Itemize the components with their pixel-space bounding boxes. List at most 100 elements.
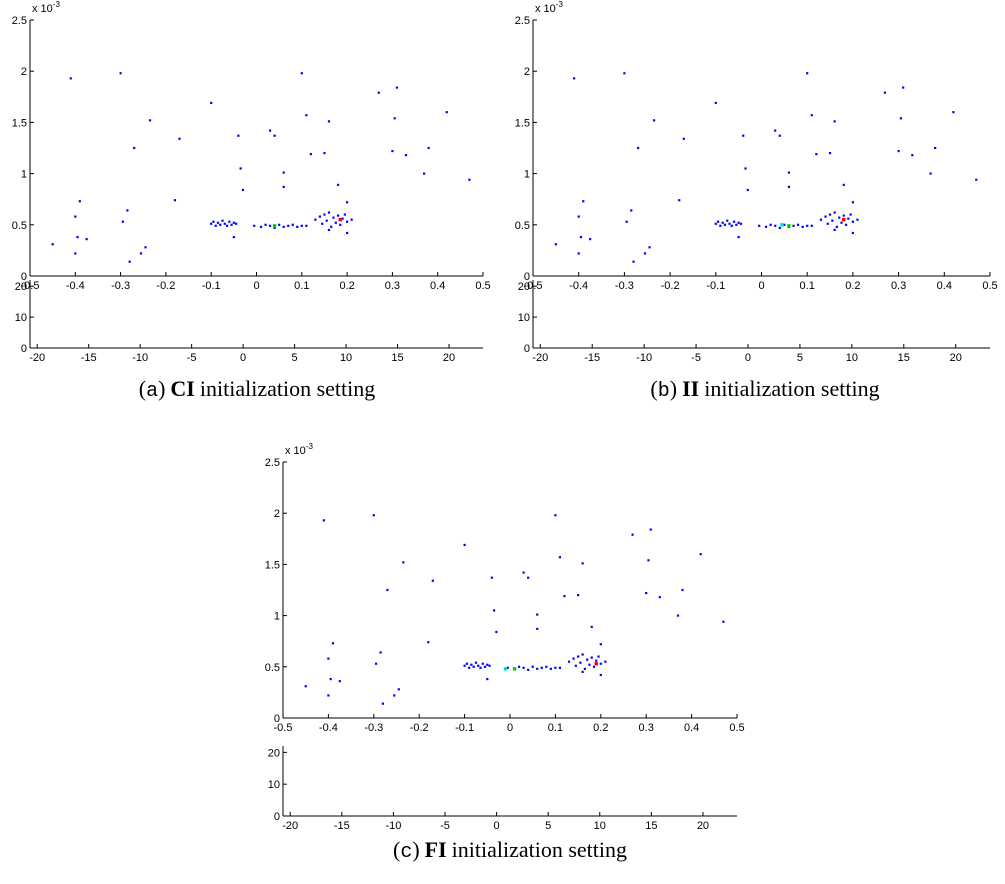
point <box>716 220 720 223</box>
y-tick-label: 20 <box>268 747 280 759</box>
caption-bold: FI <box>425 837 447 862</box>
point <box>445 111 448 114</box>
x-tick-label: 0.4 <box>684 722 699 734</box>
y-tick-label: 20 <box>15 281 27 293</box>
point <box>721 221 724 224</box>
point <box>599 643 602 646</box>
point <box>573 77 576 80</box>
x-tick-label: 0.3 <box>385 280 400 292</box>
point <box>851 201 854 204</box>
point <box>592 665 596 668</box>
point <box>486 677 489 681</box>
point <box>339 223 342 226</box>
point <box>431 579 434 582</box>
point <box>764 225 768 228</box>
point <box>840 221 843 224</box>
point <box>133 146 136 150</box>
y-tick-label: 0 <box>524 343 530 355</box>
point <box>952 111 955 114</box>
point <box>264 223 267 226</box>
point <box>397 688 400 691</box>
point <box>590 656 593 659</box>
point <box>554 514 557 517</box>
caption: (b) II initialization setting <box>650 376 879 403</box>
point <box>842 183 845 186</box>
y-tick-label: 10 <box>15 312 27 324</box>
point <box>819 218 823 221</box>
point <box>536 613 539 616</box>
caption-bold: CI <box>170 376 194 401</box>
point <box>579 661 582 664</box>
caption-letter: b <box>658 380 670 403</box>
point <box>273 226 276 229</box>
point <box>391 149 394 153</box>
point <box>643 252 647 255</box>
point <box>737 235 740 239</box>
x-tick-label: 10 <box>846 352 858 364</box>
point <box>586 658 589 661</box>
point <box>719 224 722 227</box>
x-tick-label: 20 <box>697 820 709 832</box>
point <box>658 596 661 599</box>
point <box>503 667 508 671</box>
point <box>223 222 226 225</box>
point <box>911 154 914 157</box>
point <box>597 655 600 658</box>
point <box>735 223 738 226</box>
y-tick-label: 0.5 <box>12 220 27 232</box>
point <box>404 154 408 157</box>
x-tick-label: 0 <box>745 352 751 364</box>
point <box>902 86 905 89</box>
point <box>121 220 124 223</box>
point <box>323 213 326 216</box>
point <box>483 665 487 668</box>
point <box>934 146 937 150</box>
point <box>883 91 886 94</box>
point <box>631 533 634 536</box>
x-tick-label: 5 <box>545 820 551 832</box>
caption: (a) CI initialization setting <box>139 376 375 403</box>
point <box>929 172 932 175</box>
point <box>327 228 331 232</box>
multiplier-base: x 10 <box>32 3 53 15</box>
point <box>178 137 181 140</box>
point <box>558 556 562 559</box>
point <box>774 224 777 227</box>
y-tick-label: 2.5 <box>265 457 280 469</box>
point <box>838 216 841 219</box>
x-tick-label: -5 <box>440 820 450 832</box>
x-tick-label: 5 <box>292 352 298 364</box>
point <box>583 667 587 670</box>
point <box>395 86 399 89</box>
point <box>228 220 231 223</box>
point <box>214 224 217 227</box>
x-tick-label: 0.5 <box>475 280 490 292</box>
point <box>74 215 77 218</box>
point <box>309 153 312 156</box>
point <box>225 224 229 227</box>
x-tick-label: 0.2 <box>339 280 354 292</box>
point <box>744 167 747 170</box>
point <box>468 178 471 181</box>
point <box>536 667 539 670</box>
x-tick-label: -5 <box>187 352 197 364</box>
x-tick-label: 0 <box>494 820 500 832</box>
point <box>815 153 818 156</box>
point <box>577 655 580 658</box>
point <box>300 224 303 227</box>
point <box>465 662 468 665</box>
point <box>590 625 593 628</box>
y-tick-label: 0 <box>274 713 280 725</box>
point <box>899 117 902 120</box>
point <box>806 72 809 75</box>
x-tick-label: 0.4 <box>430 280 445 292</box>
y-tick-label: 0 <box>21 343 27 355</box>
point <box>268 224 272 227</box>
x-tick-label: 20 <box>950 352 962 364</box>
point <box>522 571 525 574</box>
x-tick-label: 0.2 <box>845 280 860 292</box>
point <box>625 220 628 223</box>
point <box>826 222 829 225</box>
x-tick-label: 10 <box>340 352 352 364</box>
